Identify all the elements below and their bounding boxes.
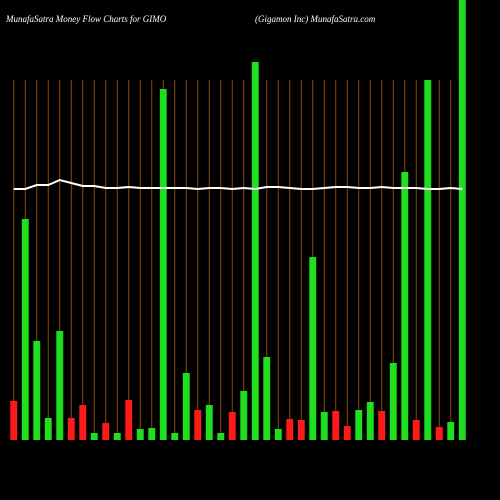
bar [228,412,236,440]
bar [182,373,190,440]
bar [205,405,213,440]
bar [113,433,121,440]
bar [56,331,64,440]
bar [217,433,225,440]
bar [240,391,248,440]
bar [21,219,29,440]
bar [355,410,363,440]
bar [251,62,259,440]
bar [159,89,167,440]
bar [447,422,455,440]
chart-subtitle: (Gigamon Inc) MunafaSatra.com [255,14,376,24]
chart-title: MunafaSatra Money Flow Charts for GIMO [5,14,167,24]
bar [435,427,443,440]
bar [309,257,317,440]
bar [125,400,133,440]
bar [90,433,98,440]
bar [378,411,386,440]
bar [424,80,432,440]
bar [366,402,374,440]
bar [171,433,179,440]
bar [274,429,282,440]
bar [44,418,52,440]
bar [67,418,75,440]
bar [343,426,351,440]
bar [263,357,271,440]
bar [332,411,340,440]
bar [102,423,110,440]
bar [389,363,397,440]
bar [412,420,420,440]
bar [458,0,466,440]
bar [194,410,202,440]
line [13,178,463,191]
bar [286,419,294,440]
bar [297,420,305,440]
bar [79,405,87,440]
bar [320,412,328,440]
bar [33,341,41,440]
bar [136,429,144,440]
bar [10,401,18,440]
bar [148,428,156,440]
bar [401,172,409,440]
